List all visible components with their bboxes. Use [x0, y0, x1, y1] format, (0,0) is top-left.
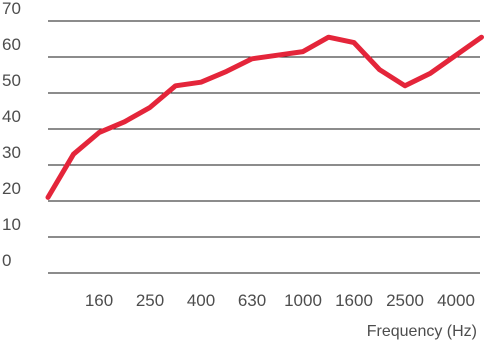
x-tick-label: 250	[136, 291, 164, 310]
y-tick-label: 0	[2, 251, 11, 270]
gridlines	[48, 20, 480, 274]
y-axis-tick-labels: 0 10 20 30 40 50 60 70	[2, 0, 21, 270]
y-tick-label: 10	[2, 215, 21, 234]
y-tick-label: 20	[2, 179, 21, 198]
y-tick-label: 60	[2, 35, 21, 54]
series-group	[45, 34, 484, 200]
x-tick-label: 4000	[437, 291, 475, 310]
y-tick-label: 70	[2, 0, 21, 18]
x-tick-label: 1600	[335, 291, 373, 310]
x-tick-label: 160	[85, 291, 113, 310]
y-tick-label: 50	[2, 71, 21, 90]
y-tick-label: 30	[2, 143, 21, 162]
x-axis-tick-labels: 160 250 400 630 1000 1600 2500 4000	[85, 291, 475, 310]
x-tick-label: 2500	[386, 291, 424, 310]
y-tick-label: 40	[2, 107, 21, 126]
x-axis-title: Frequency (Hz)	[367, 323, 477, 340]
x-tick-label: 400	[187, 291, 215, 310]
series-line-0	[45, 34, 484, 200]
x-tick-label: 1000	[284, 291, 322, 310]
x-tick-label: 630	[238, 291, 266, 310]
